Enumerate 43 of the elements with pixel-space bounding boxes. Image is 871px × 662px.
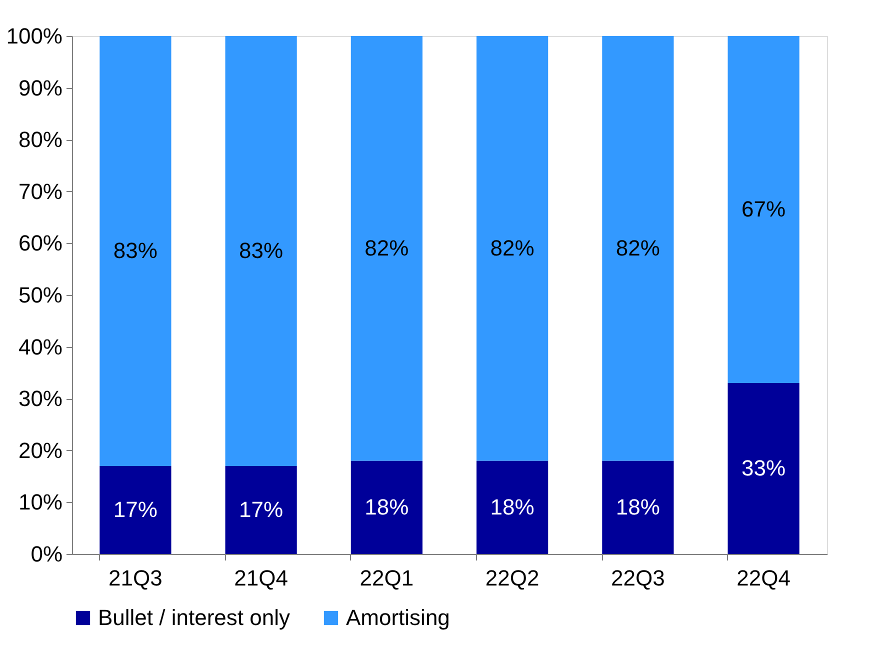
bar <box>476 36 548 461</box>
bar <box>728 36 800 384</box>
y-tick-label: 70% <box>18 178 62 204</box>
y-tick-label: 80% <box>18 127 62 152</box>
data-label: 17% <box>113 496 158 522</box>
bar <box>100 466 172 554</box>
data-label: 82% <box>364 235 409 260</box>
data-label: 33% <box>742 456 786 481</box>
y-tick-label: 10% <box>18 490 62 515</box>
data-label: 67% <box>742 196 786 222</box>
y-tick-label: 60% <box>18 230 62 256</box>
data-label: 82% <box>616 235 660 260</box>
data-label: 18% <box>364 494 409 520</box>
y-tick-label: 0% <box>30 542 62 566</box>
x-tick-label: 22Q3 <box>611 566 665 590</box>
bar <box>100 36 172 466</box>
x-tick-label: 21Q3 <box>108 566 162 590</box>
x-tick-label: 21Q4 <box>234 566 288 590</box>
y-tick-label: 20% <box>18 438 62 463</box>
bar <box>728 383 800 554</box>
data-label: 83% <box>239 238 284 263</box>
bar <box>225 466 297 554</box>
legend-label: Amortising <box>346 605 450 630</box>
x-tick-label: 22Q4 <box>736 566 790 590</box>
data-label: 83% <box>113 238 158 263</box>
data-label: 17% <box>239 496 284 522</box>
bar <box>225 36 297 466</box>
data-label: 18% <box>616 494 660 520</box>
data-label: 82% <box>490 235 534 260</box>
bar <box>350 36 422 461</box>
data-label: 18% <box>490 494 534 520</box>
y-tick-label: 100% <box>6 24 62 48</box>
bar <box>350 460 422 554</box>
y-tick-label: 90% <box>18 75 62 100</box>
bar <box>602 36 674 461</box>
y-tick-label: 30% <box>18 386 62 412</box>
bar <box>476 460 548 554</box>
x-tick-label: 22Q1 <box>360 566 414 590</box>
bar <box>602 460 674 554</box>
legend-label: Bullet / interest only <box>98 605 290 630</box>
x-tick-label: 22Q2 <box>485 566 540 590</box>
y-tick-label: 50% <box>18 282 62 308</box>
y-tick-label: 40% <box>18 334 62 360</box>
